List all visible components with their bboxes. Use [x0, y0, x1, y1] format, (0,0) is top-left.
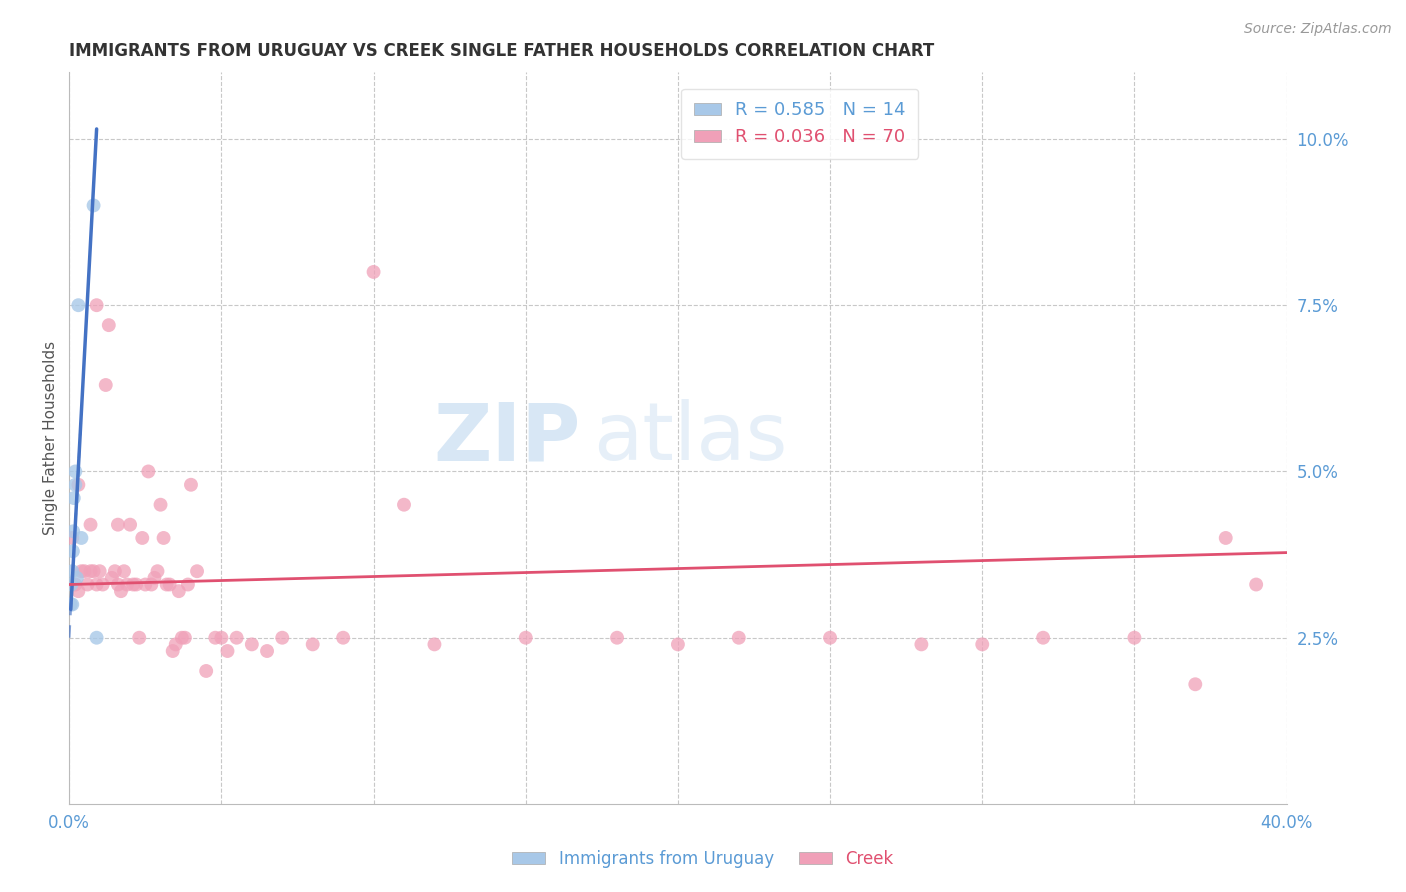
Point: [818, 631, 841, 645]
Point: [180, 477, 202, 491]
Point: [62, 491, 84, 505]
Point: [67, 298, 90, 312]
Point: [131, 531, 153, 545]
Point: [65, 577, 87, 591]
Point: [392, 498, 415, 512]
Legend: R = 0.585   N = 14, R = 0.036   N = 70: R = 0.585 N = 14, R = 0.036 N = 70: [681, 89, 918, 159]
Point: [59, 598, 82, 612]
Point: [86, 577, 108, 591]
Text: Source: ZipAtlas.com: Source: ZipAtlas.com: [1244, 22, 1392, 37]
Point: [240, 637, 263, 651]
Point: [256, 644, 278, 658]
Text: ZIP: ZIP: [433, 400, 581, 477]
Point: [271, 631, 294, 645]
Point: [170, 631, 193, 645]
Point: [67, 584, 90, 599]
Point: [156, 577, 179, 591]
Point: [70, 564, 93, 578]
Point: [141, 577, 163, 591]
Point: [101, 571, 124, 585]
Point: [128, 631, 150, 645]
Point: [167, 584, 190, 599]
Point: [727, 631, 749, 645]
Point: [134, 577, 156, 591]
Point: [62, 544, 84, 558]
Point: [94, 378, 117, 392]
Point: [107, 577, 129, 591]
Point: [666, 637, 689, 651]
Point: [60, 598, 83, 612]
Point: [1123, 631, 1146, 645]
Point: [122, 577, 145, 591]
Point: [62, 524, 84, 539]
Point: [165, 637, 187, 651]
Point: [143, 571, 166, 585]
Point: [104, 564, 127, 578]
Legend: Immigrants from Uruguay, Creek: Immigrants from Uruguay, Creek: [506, 844, 900, 875]
Point: [332, 631, 354, 645]
Point: [152, 531, 174, 545]
Point: [112, 564, 135, 578]
Point: [162, 644, 184, 658]
Point: [138, 465, 160, 479]
Point: [65, 477, 87, 491]
Point: [79, 517, 101, 532]
Point: [91, 577, 114, 591]
Point: [70, 531, 93, 545]
Point: [423, 637, 446, 651]
Point: [115, 577, 138, 591]
Point: [173, 631, 195, 645]
Point: [67, 477, 90, 491]
Y-axis label: Single Father Households: Single Father Households: [44, 341, 58, 535]
Point: [515, 631, 537, 645]
Point: [195, 664, 218, 678]
Point: [86, 298, 108, 312]
Point: [159, 577, 181, 591]
Point: [910, 637, 932, 651]
Point: [86, 631, 108, 645]
Point: [217, 644, 239, 658]
Point: [73, 564, 96, 578]
Point: [1244, 577, 1267, 591]
Point: [97, 318, 120, 333]
Point: [177, 577, 200, 591]
Point: [83, 198, 105, 212]
Point: [125, 577, 148, 591]
Point: [60, 564, 83, 578]
Point: [209, 631, 232, 645]
Point: [1184, 677, 1206, 691]
Text: IMMIGRANTS FROM URUGUAY VS CREEK SINGLE FATHER HOUSEHOLDS CORRELATION CHART: IMMIGRANTS FROM URUGUAY VS CREEK SINGLE …: [69, 42, 935, 60]
Point: [301, 637, 323, 651]
Point: [107, 517, 129, 532]
Point: [606, 631, 628, 645]
Point: [60, 577, 83, 591]
Point: [110, 584, 132, 599]
Point: [60, 531, 83, 545]
Point: [76, 577, 98, 591]
Point: [120, 517, 142, 532]
Point: [89, 564, 111, 578]
Point: [186, 564, 208, 578]
Point: [204, 631, 226, 645]
Point: [972, 637, 994, 651]
Point: [65, 465, 87, 479]
Point: [363, 265, 385, 279]
Point: [66, 571, 89, 585]
Point: [149, 498, 172, 512]
Point: [79, 564, 101, 578]
Point: [83, 564, 105, 578]
Point: [146, 564, 169, 578]
Point: [1032, 631, 1054, 645]
Point: [225, 631, 247, 645]
Text: atlas: atlas: [593, 400, 787, 477]
Point: [1215, 531, 1237, 545]
